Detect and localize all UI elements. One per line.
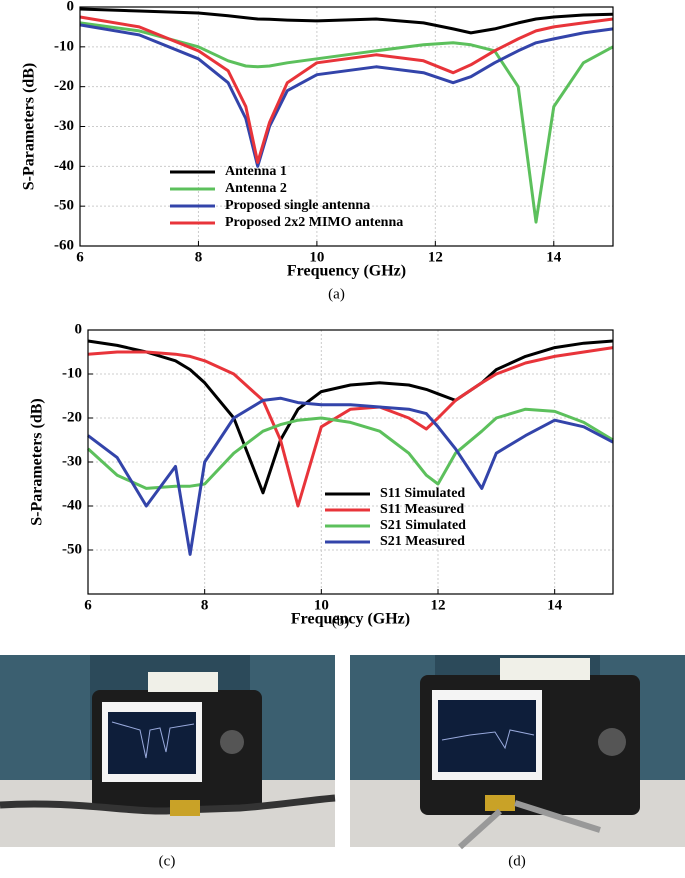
- y-tick-label: 0: [67, 0, 75, 14]
- legend-label: Antenna 1: [225, 164, 287, 179]
- x-tick-label: 6: [84, 597, 92, 613]
- x-tick-label: 10: [314, 597, 329, 613]
- y-tick-label: -20: [62, 409, 82, 425]
- legend-label: Proposed single antenna: [225, 198, 370, 213]
- y-axis-label: S-Parameters (dB): [29, 398, 46, 526]
- y-tick-label: -30: [54, 118, 74, 134]
- x-tick-label: 12: [428, 249, 443, 265]
- caption: (b): [332, 613, 350, 629]
- series-line: [79, 7, 614, 35]
- series-line: [87, 396, 614, 556]
- x-tick-label: 14: [546, 249, 562, 265]
- legend-label: S21 Simulated: [380, 518, 466, 533]
- y-tick-label: -10: [62, 365, 82, 381]
- y-tick-label: 0: [75, 321, 83, 337]
- x-axis-label: Frequency (GHz): [287, 263, 406, 280]
- series-line: [87, 346, 614, 508]
- y-axis-label: S-Parameters (dB): [21, 63, 38, 191]
- y-tick-label: -60: [54, 237, 74, 253]
- series-line: [87, 339, 614, 495]
- y-tick-label: -40: [62, 497, 82, 513]
- y-tick-label: -30: [62, 453, 82, 469]
- legend-label: S11 Measured: [380, 502, 464, 517]
- series-line: [79, 21, 614, 224]
- y-tick-label: -40: [54, 158, 74, 174]
- x-tick-label: 12: [431, 597, 446, 613]
- series-line: [79, 23, 614, 168]
- photo-c: [0, 655, 336, 847]
- y-tick-label: -50: [54, 198, 74, 214]
- x-tick-label: 8: [201, 597, 209, 613]
- y-tick-label: -10: [54, 38, 74, 54]
- x-tick-label: 10: [309, 249, 324, 265]
- y-tick-label: -50: [62, 541, 82, 557]
- x-tick-label: 6: [76, 249, 84, 265]
- plot-frame: [87, 329, 614, 595]
- caption: (a): [328, 286, 345, 302]
- series-line: [86, 407, 614, 490]
- x-tick-label: 14: [547, 597, 563, 613]
- photo-d: [350, 655, 685, 850]
- caption: (c): [159, 853, 176, 869]
- legend-label: Antenna 2: [225, 181, 287, 196]
- plot-frame: [79, 6, 614, 247]
- legend-label: Proposed 2x2 MIMO antenna: [225, 215, 403, 230]
- series-line: [79, 15, 614, 164]
- y-tick-label: -20: [54, 78, 74, 94]
- legend-label: S11 Simulated: [380, 486, 465, 501]
- caption: (d): [508, 853, 526, 869]
- x-axis-label: Frequency (GHz): [291, 611, 410, 628]
- legend-label: S21 Measured: [380, 534, 465, 549]
- x-tick-label: 8: [195, 249, 203, 265]
